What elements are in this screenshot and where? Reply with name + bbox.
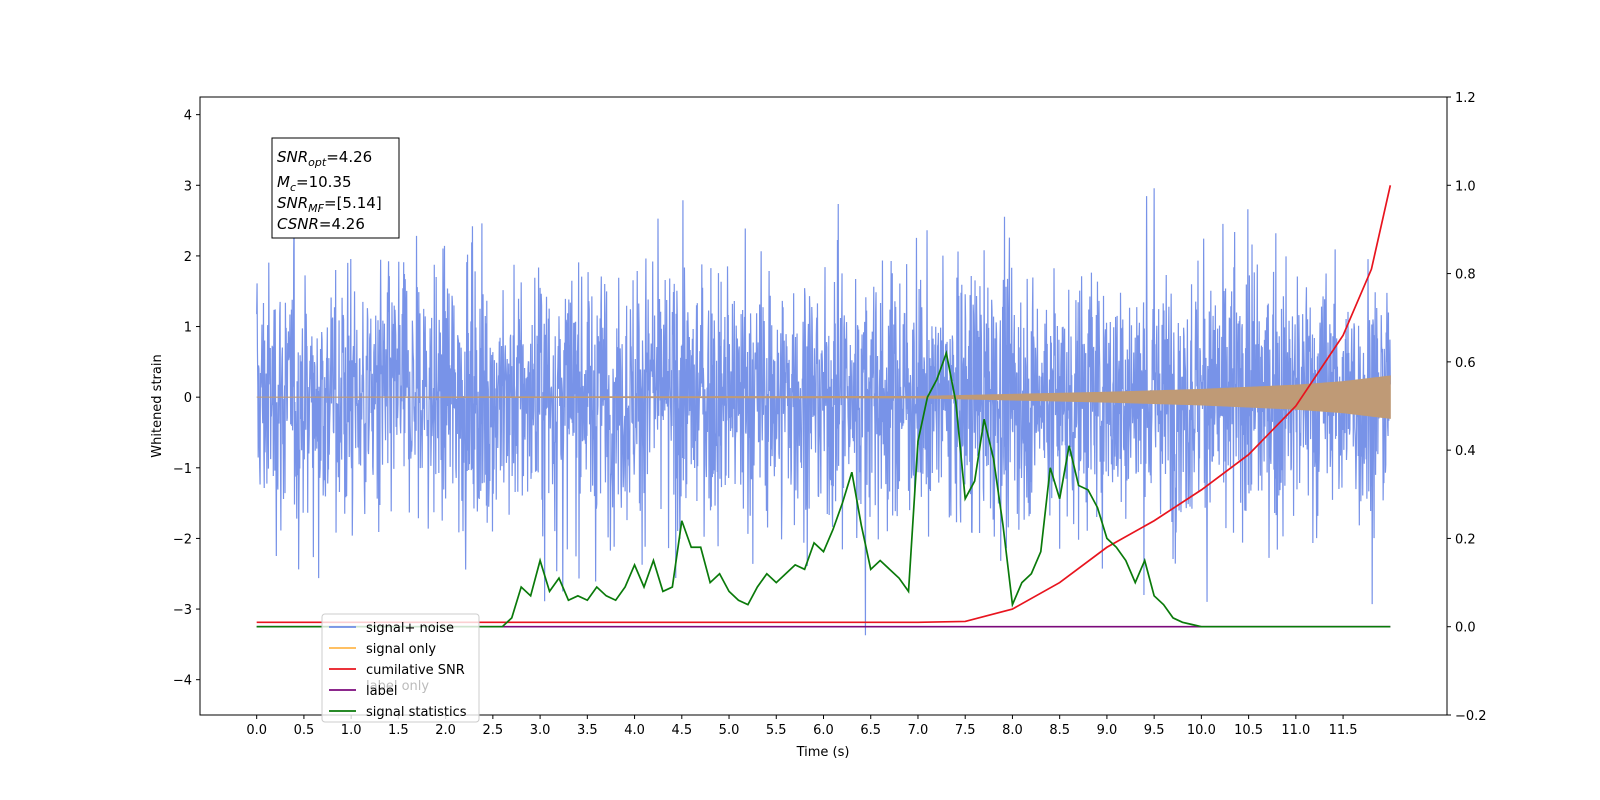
- series-layer: [256, 185, 1392, 636]
- x-tick-label: 6.0: [813, 723, 834, 738]
- x-tick-label: 6.5: [860, 723, 881, 738]
- x-tick-label: 2.5: [483, 723, 504, 738]
- x-tick-label: 5.0: [719, 723, 740, 738]
- y-tick-label: 4: [184, 109, 192, 124]
- x-tick-label: 10.5: [1234, 723, 1263, 738]
- legend-box: [321, 613, 480, 723]
- y-tick-label: 2: [184, 250, 192, 265]
- legend-label: signal statistics: [366, 705, 467, 720]
- x-tick-label: 11.0: [1281, 723, 1310, 738]
- series-cumulative-snr: [256, 185, 1392, 624]
- y-tick-label: −1: [173, 462, 192, 477]
- series-signal-plus-noise: [256, 188, 1391, 636]
- y2-axis-ticks: 1.2 1.0 0.8 0.6 0.4 0.2 0.0 −0.2: [1447, 91, 1487, 724]
- y2-tick-label: 0.4: [1455, 444, 1476, 459]
- x-tick-label: 8.5: [1049, 723, 1070, 738]
- x-tick-label: 7.5: [955, 723, 976, 738]
- y2-tick-label: 0.0: [1455, 621, 1476, 636]
- y2-tick-label: 0.6: [1455, 356, 1476, 371]
- y-axis-ticks: 4 3 2 1 0 −1 −2 −3 −4: [173, 109, 200, 689]
- x-tick-label: 7.0: [908, 723, 929, 738]
- y2-tick-label: 1.2: [1455, 91, 1476, 106]
- series-signal-only: [256, 375, 1391, 419]
- y2-tick-label: 0.8: [1455, 268, 1476, 283]
- legend: label only signal+ noise signal only cumil…: [321, 613, 480, 723]
- y-tick-label: −2: [173, 532, 192, 547]
- info-snr-mf: SNRMF=[5.14]: [277, 194, 382, 215]
- x-tick-label: 4.5: [671, 723, 692, 738]
- y-tick-label: 0: [184, 391, 192, 406]
- x-tick-label: 1.5: [388, 723, 409, 738]
- legend-label: signal+ noise: [366, 621, 454, 636]
- series-signal-statistics: [256, 349, 1391, 628]
- x-axis-ticks: 0.0 0.5 1.0 1.5 2.0 2.5 3.0 3.5 4.0 4.5 5.0 5.5 6.0 6…: [246, 715, 1358, 738]
- legend-label: signal only: [366, 642, 436, 657]
- x-tick-label: 3.5: [577, 723, 598, 738]
- x-tick-label: 9.5: [1144, 723, 1165, 738]
- x-tick-label: 11.5: [1329, 723, 1358, 738]
- y-tick-label: 1: [184, 321, 192, 336]
- y-tick-label: −4: [173, 674, 192, 689]
- y-axis-label: Whitened strain: [150, 354, 165, 457]
- x-tick-label: 0.5: [294, 723, 315, 738]
- x-tick-label: 3.0: [530, 723, 551, 738]
- x-tick-label: 10.0: [1187, 723, 1216, 738]
- legend-hidden-text: label only: [366, 679, 429, 694]
- y2-tick-label: 1.0: [1455, 179, 1476, 194]
- info-snr-opt: SNRopt=4.26: [277, 148, 372, 169]
- legend-label: cumilative SNR: [366, 663, 465, 678]
- x-tick-label: 4.0: [624, 723, 645, 738]
- x-tick-label: 5.5: [766, 723, 787, 738]
- y2-tick-label: 0.2: [1455, 532, 1476, 547]
- info-mc: Mc=10.35: [277, 173, 352, 194]
- info-box: SNRopt=4.26 Mc=10.35 SNRMF=[5.14] CSNR=4…: [271, 137, 400, 239]
- x-tick-label: 9.0: [1097, 723, 1118, 738]
- y2-tick-label: −0.2: [1455, 709, 1487, 724]
- x-tick-label: 0.0: [246, 723, 267, 738]
- y-tick-label: 3: [184, 179, 192, 194]
- x-tick-label: 2.0: [435, 723, 456, 738]
- x-tick-label: 8.0: [1002, 723, 1023, 738]
- x-tick-label: 1.0: [341, 723, 362, 738]
- y-tick-label: −3: [173, 603, 192, 618]
- x-axis-label: Time (s): [796, 745, 850, 760]
- info-csnr: CSNR=4.26: [277, 215, 365, 233]
- legend-label: label: [366, 684, 397, 699]
